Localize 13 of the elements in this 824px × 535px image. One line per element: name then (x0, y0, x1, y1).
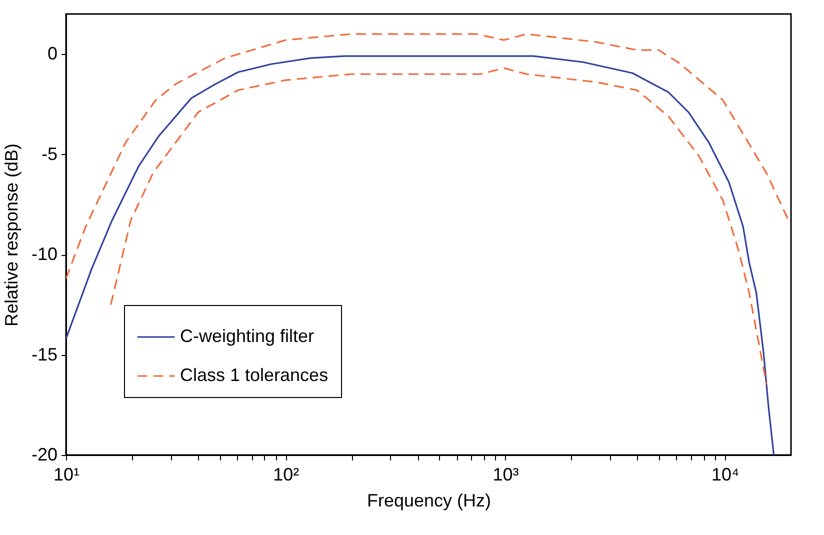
x-tick-label: 10² (273, 464, 300, 484)
y-tick-label: -10 (31, 244, 58, 264)
y-tick-label: -15 (31, 344, 58, 364)
y-axis-title: Relative response (dB) (1, 143, 22, 327)
legend-label: C-weighting filter (180, 326, 314, 346)
y-tick-label: -20 (31, 444, 58, 464)
x-axis-title: Frequency (Hz) (366, 490, 492, 510)
y-tick-label: -5 (41, 144, 58, 164)
x-tick-label: 10³ (492, 464, 519, 484)
x-tick-label: 10¹ (53, 464, 80, 484)
x-tick-label: 10⁴ (712, 464, 740, 484)
legend-label: Class 1 tolerances (180, 365, 328, 385)
y-tick-label: 0 (47, 44, 58, 64)
